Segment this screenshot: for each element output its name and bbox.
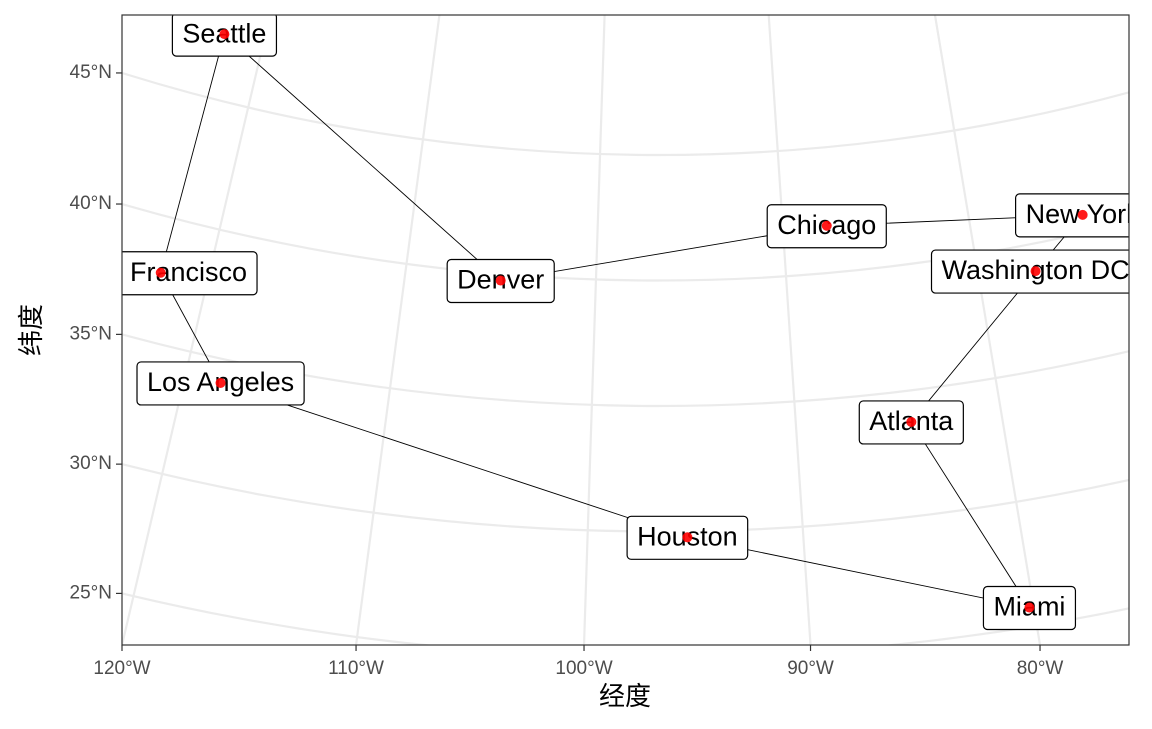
x-tick-label: 120°W xyxy=(93,658,150,679)
y-axis-title: 纬度 xyxy=(16,304,46,356)
y-tick-label: 30°N xyxy=(70,453,112,474)
x-tick-label: 110°W xyxy=(328,658,384,679)
grid-line xyxy=(122,333,1129,407)
city-point-top xyxy=(495,275,506,286)
route-line xyxy=(160,33,1084,609)
x-tick-label: 80°W xyxy=(1017,658,1064,679)
x-axis-title: 经度 xyxy=(599,681,651,711)
city-point-top xyxy=(215,377,226,388)
y-tick-label: 45°N xyxy=(70,62,112,83)
grid-line xyxy=(933,15,1042,645)
grid-line xyxy=(122,202,1129,282)
city-label-box: New York xyxy=(1015,193,1141,238)
route-closing-line xyxy=(160,34,225,273)
city-label-box: San Francisco xyxy=(74,251,258,296)
city-label: New York xyxy=(1026,199,1141,229)
y-tick-label: 40°N xyxy=(70,193,112,214)
city-label: San Francisco xyxy=(74,257,247,287)
city-point-top xyxy=(906,416,917,427)
panel-border xyxy=(121,14,1130,646)
city-label-box: Houston xyxy=(626,515,749,560)
label-box xyxy=(122,251,258,296)
x-tick-label: 90°W xyxy=(787,658,834,679)
y-tick-label: 35°N xyxy=(70,323,112,344)
grid-line xyxy=(354,15,441,645)
city-point-top xyxy=(821,220,832,231)
city-point-top xyxy=(682,532,693,543)
axes: 25°N 30°N 35°N 40°N 45°N 120°W 110°W 100°W 90°W 8… xyxy=(70,62,1064,679)
city-point-top xyxy=(1030,266,1041,277)
y-tick-label: 25°N xyxy=(70,582,112,603)
city-point-top xyxy=(219,29,230,40)
label-box xyxy=(930,249,1129,294)
grid-line xyxy=(122,71,1129,156)
label-box xyxy=(1015,193,1129,238)
city-point-top xyxy=(1024,602,1035,613)
grid-line xyxy=(582,15,606,645)
city-point-top xyxy=(155,267,166,278)
x-tick-label: 100°W xyxy=(555,658,612,679)
city-point-top xyxy=(1077,209,1088,220)
grid-line xyxy=(767,15,812,645)
